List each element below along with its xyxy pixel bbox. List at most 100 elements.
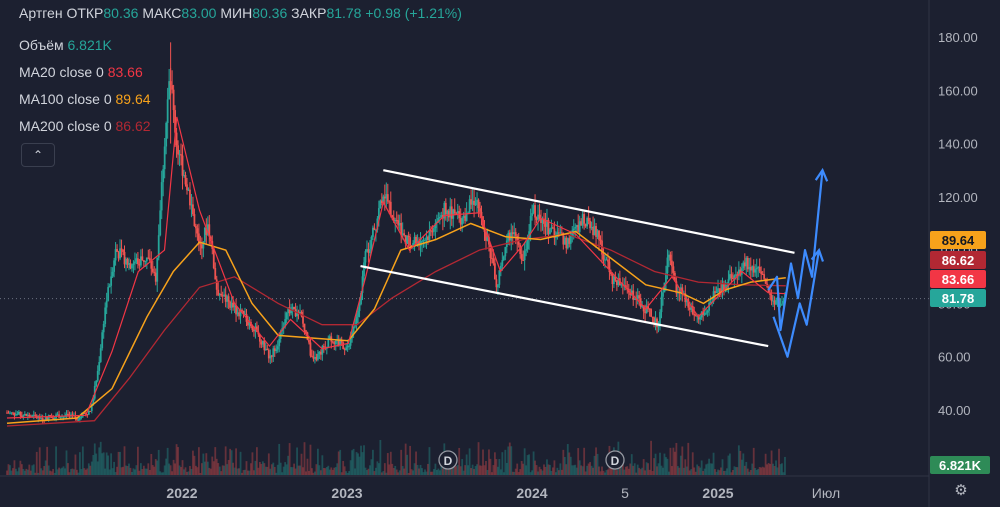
- candle-body: [543, 218, 545, 225]
- candle-body: [284, 319, 287, 327]
- candle-body: [302, 316, 304, 324]
- candle-body: [504, 247, 507, 257]
- candle-body: [46, 416, 49, 420]
- candle-body: [128, 263, 130, 265]
- candle-body: [526, 238, 529, 250]
- candle-body: [220, 293, 223, 296]
- candle-body: [56, 414, 59, 416]
- volume-bar: [203, 461, 206, 475]
- candle-body: [706, 310, 709, 313]
- candle-body: [156, 257, 159, 282]
- candle-body: [641, 305, 644, 307]
- candle-body: [205, 227, 208, 235]
- candle-body: [166, 99, 169, 123]
- volume-bar: [354, 468, 356, 475]
- volume-bar: [679, 455, 682, 475]
- volume-bar: [153, 466, 156, 475]
- volume-bar: [132, 468, 135, 475]
- volume-bar: [538, 466, 541, 475]
- candle-body: [376, 218, 379, 230]
- candle-body: [316, 353, 319, 360]
- volume-bar: [83, 468, 86, 475]
- volume-bar: [233, 467, 236, 475]
- volume-bar: [598, 466, 600, 475]
- volume-bar: [501, 452, 504, 475]
- volume-bar: [410, 469, 413, 475]
- volume-bar: [254, 460, 257, 475]
- volume-bar: [160, 472, 163, 475]
- volume-bar: [316, 448, 319, 475]
- volume-bar: [418, 468, 420, 475]
- volume-bar: [550, 470, 553, 475]
- candle-body: [673, 272, 676, 282]
- volume-bar: [306, 458, 309, 475]
- candle-body: [406, 235, 409, 244]
- volume-bar: [397, 472, 400, 475]
- candle-body: [437, 218, 440, 222]
- collapse-legend-button[interactable]: ⌃: [21, 143, 55, 167]
- volume-bar: [532, 451, 535, 475]
- candle-body: [131, 264, 133, 269]
- volume-bar: [779, 464, 782, 475]
- candle-body: [754, 269, 757, 273]
- candle-body: [278, 338, 281, 347]
- candle-body: [532, 205, 535, 214]
- candle-body: [303, 323, 306, 331]
- candle-body: [610, 272, 612, 275]
- volume-bar: [581, 466, 584, 475]
- candle-body: [28, 414, 31, 417]
- settings-gear-icon[interactable]: ⚙: [954, 482, 968, 499]
- volume-bar: [632, 465, 635, 475]
- price-label-text: 89.64: [942, 233, 975, 248]
- candle-body: [554, 236, 557, 238]
- candle-body: [120, 248, 123, 250]
- volume-bar: [595, 447, 597, 475]
- candle-body: [296, 311, 298, 317]
- volume-bar: [720, 467, 722, 475]
- candle-body: [114, 249, 117, 261]
- candle-body: [491, 258, 493, 260]
- candle-body: [86, 414, 89, 416]
- volume-bar: [239, 451, 242, 475]
- volume-bar: [38, 447, 41, 475]
- volume-bar: [184, 467, 187, 475]
- volume-bar: [175, 444, 178, 475]
- price-label-box: [930, 289, 986, 307]
- volume-bar: [77, 472, 80, 475]
- volume-bar: [117, 451, 120, 475]
- candle-body: [159, 210, 162, 236]
- candle-body: [385, 194, 388, 199]
- ma200-row[interactable]: MA200 close 0 86.62: [19, 119, 151, 133]
- volume-bar: [395, 469, 398, 475]
- volume-bar: [46, 446, 49, 475]
- volume-bar: [183, 469, 185, 475]
- volume-bar: [751, 463, 754, 475]
- ma100-row[interactable]: MA100 close 0 89.64: [19, 92, 151, 106]
- candle-body: [119, 248, 121, 259]
- candle-body: [309, 342, 312, 356]
- candle-body: [568, 238, 571, 244]
- volume-bar: [302, 467, 304, 475]
- y-tick-label: 120.00: [938, 190, 978, 205]
- candle-body: [672, 266, 675, 273]
- candle-body: [470, 199, 472, 205]
- volume-bar: [438, 470, 441, 475]
- volume-bar: [114, 472, 117, 475]
- volume-bar: [784, 456, 786, 475]
- candle-body: [31, 415, 34, 417]
- volume-bar: [303, 442, 306, 475]
- candle-body: [648, 308, 651, 310]
- volume-bar: [171, 471, 174, 475]
- volume-bar: [212, 461, 215, 475]
- candle-body: [168, 81, 171, 100]
- ma20-row[interactable]: MA20 close 0 83.66: [19, 65, 143, 79]
- volume-bar: [28, 464, 31, 475]
- candle-body: [577, 225, 580, 232]
- channel-upper-line: [383, 169, 795, 254]
- volume-bar: [340, 472, 343, 475]
- volume-bar: [401, 466, 404, 475]
- candle-body: [734, 274, 737, 276]
- candle-body: [148, 258, 151, 261]
- candle-body: [581, 214, 584, 226]
